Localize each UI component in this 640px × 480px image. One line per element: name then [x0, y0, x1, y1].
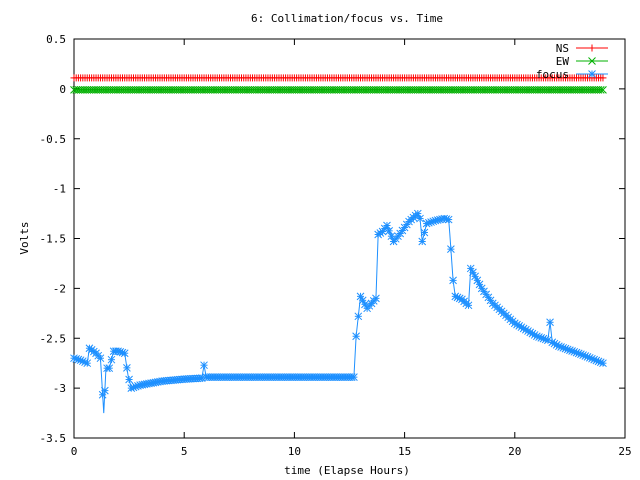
y-tick-label: -3	[53, 382, 66, 395]
data-point	[420, 228, 429, 237]
data-point	[354, 312, 363, 321]
data-point	[449, 276, 457, 285]
series-ew	[70, 86, 607, 94]
data-point	[350, 373, 358, 382]
data-point	[197, 374, 206, 383]
data-point	[372, 294, 380, 303]
legend-label: focus	[536, 68, 569, 81]
data-point	[546, 318, 554, 327]
x-tick-label: 5	[181, 445, 188, 458]
y-tick-label: -1.5	[40, 233, 67, 246]
axis-ticks: 0 5 10 15 20 25 0.5 0 -0.5 -1 -1.5 -2 -2.5 -3 -3.5	[40, 33, 632, 458]
x-tick-label: 10	[288, 445, 301, 458]
x-tick-label: 25	[618, 445, 631, 458]
data-point	[599, 74, 607, 82]
y-axis-label: Volts	[18, 221, 31, 254]
data-point	[444, 215, 453, 224]
data-point	[120, 349, 129, 358]
y-tick-label: 0	[59, 83, 66, 96]
y-tick-label: -3.5	[40, 432, 67, 445]
x-axis-label: time (Elapse Hours)	[284, 464, 410, 477]
data-point	[418, 237, 427, 246]
data-point	[200, 361, 208, 370]
data-point	[107, 355, 116, 364]
series-focus	[70, 209, 607, 414]
chart-title: 6: Collimation/focus vs. Time	[251, 12, 443, 25]
data-point	[447, 245, 455, 253]
y-tick-label: -2	[53, 282, 66, 295]
data-point	[123, 363, 131, 372]
x-tick-label: 20	[508, 445, 521, 458]
series-ns	[70, 74, 607, 82]
data-point	[125, 375, 133, 384]
y-tick-label: -1	[53, 183, 66, 196]
data-point	[599, 359, 607, 368]
y-tick-label: -0.5	[40, 133, 67, 146]
data-point	[416, 214, 424, 223]
data-point	[588, 57, 596, 65]
series-layer	[70, 74, 607, 414]
data-point	[588, 44, 596, 52]
legend-label: EW	[556, 55, 570, 68]
data-point	[96, 354, 105, 363]
data-point	[588, 70, 596, 78]
x-tick-label: 15	[398, 445, 411, 458]
data-point	[101, 386, 109, 395]
data-point	[464, 301, 473, 310]
data-point	[83, 359, 92, 368]
x-tick-label: 0	[71, 445, 78, 458]
data-point	[105, 364, 114, 373]
y-tick-label: -2.5	[40, 332, 67, 345]
data-point	[599, 86, 607, 94]
legend-label: NS	[556, 42, 569, 55]
data-point	[352, 332, 360, 341]
data-point	[385, 226, 394, 235]
data-point	[596, 86, 605, 94]
y-tick-label: 0.5	[46, 33, 66, 46]
